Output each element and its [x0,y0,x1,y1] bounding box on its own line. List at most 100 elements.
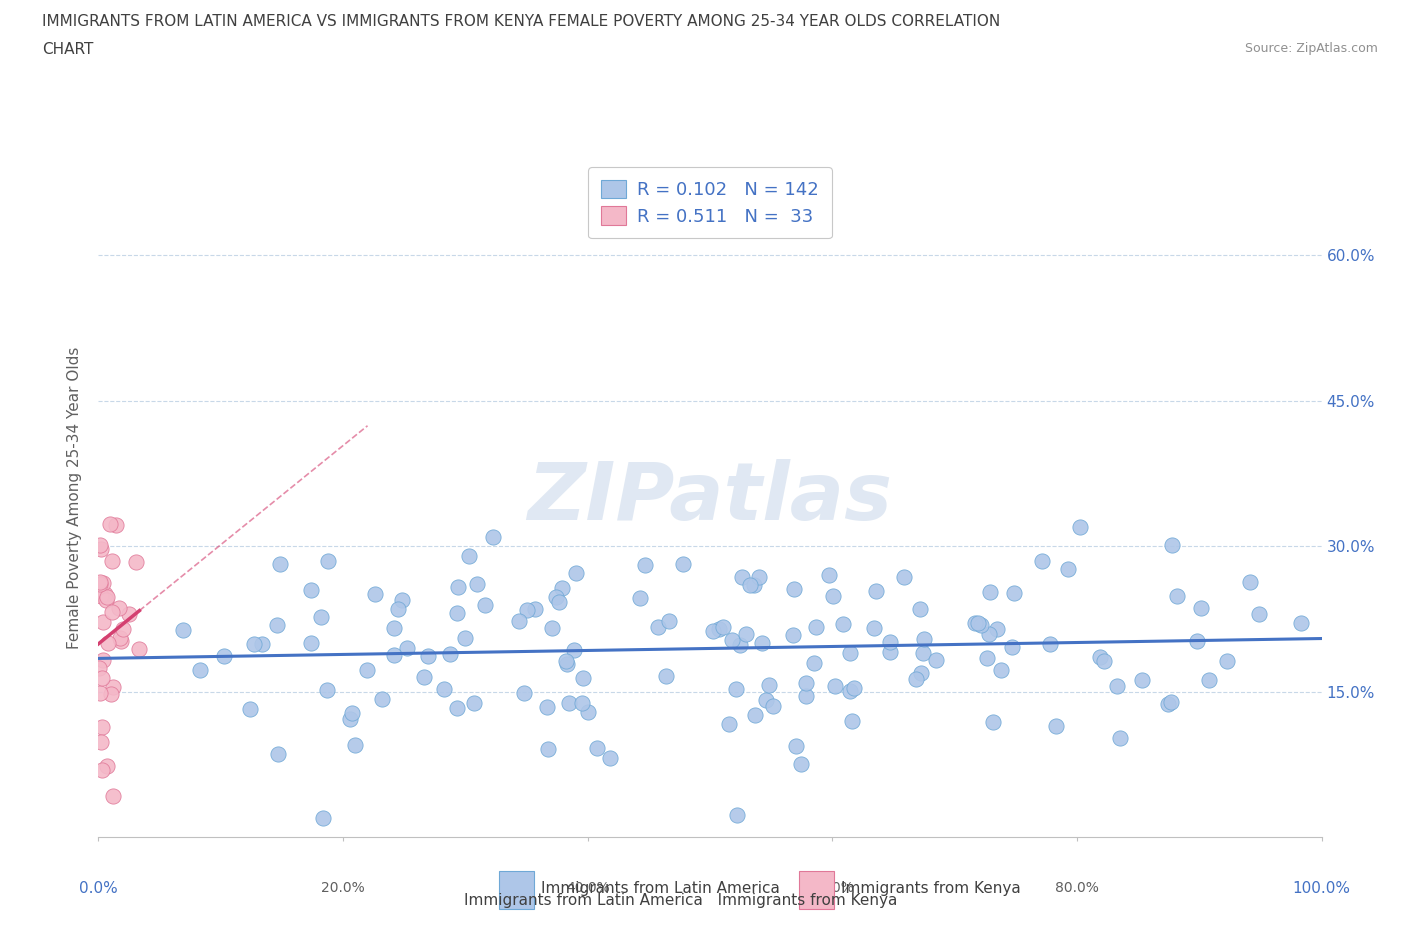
Point [98,517,121,532]
Point [1002,585,1025,600]
Point [250,637,273,652]
Point [481,530,503,545]
Point [188,662,211,677]
Point [571,695,593,710]
Point [672,556,695,571]
Point [382,648,405,663]
Text: CHART: CHART [42,42,94,57]
Point [508,614,530,629]
Point [744,708,766,723]
Point [702,624,724,639]
Point [738,578,761,592]
Point [416,648,439,663]
Point [439,647,461,662]
Point [91,671,114,685]
Point [831,617,853,631]
Point [446,605,468,620]
Point [387,602,409,617]
Point [118,606,141,621]
Point [242,637,264,652]
Point [865,584,887,599]
Point [576,704,599,719]
Text: 0.0%: 0.0% [79,881,118,897]
Point [465,577,488,591]
Text: 80.0%: 80.0% [1054,881,1099,896]
Text: 40.0%: 40.0% [565,881,610,896]
Point [1045,719,1067,734]
Point [90,763,112,777]
Point [1107,679,1129,694]
Point [433,682,456,697]
Point [979,585,1001,600]
Point [391,593,413,608]
Point [269,556,291,571]
Point [108,601,131,616]
Point [128,641,150,656]
Point [893,569,915,584]
Point [794,689,817,704]
Point [523,602,546,617]
Point [1216,654,1239,669]
Point [967,616,990,631]
Point [1189,601,1212,616]
Point [447,579,470,594]
Point [751,636,773,651]
Point [1031,554,1053,569]
Point [1069,520,1091,535]
Point [309,610,332,625]
Point [474,597,496,612]
Point [599,751,621,765]
Point [91,576,114,591]
Point [562,643,585,658]
Point [1056,562,1078,577]
Point [910,601,932,616]
Point [720,632,742,647]
Point [990,662,1012,677]
Point [89,538,111,552]
Point [371,691,394,706]
Text: IMMIGRANTS FROM LATIN AMERICA VS IMMIGRANTS FROM KENYA FEMALE POVERTY AMONG 25-3: IMMIGRANTS FROM LATIN AMERICA VS IMMIGRA… [42,14,1001,29]
Point [628,591,651,605]
Point [842,681,865,696]
Point [789,757,811,772]
Point [103,789,125,804]
Point [1156,697,1178,711]
Point [803,656,825,671]
Point [912,631,935,646]
Point [87,660,110,675]
Point [299,635,322,650]
Point [112,622,135,637]
Point [647,619,669,634]
Point [537,742,560,757]
Point [382,620,405,635]
Point [100,687,122,702]
Point [976,651,998,666]
Point [977,627,1000,642]
Point [785,738,807,753]
Point [713,620,735,635]
Text: 60.0%: 60.0% [810,881,855,896]
Point [108,631,131,645]
Point [101,604,124,619]
Point [266,747,288,762]
Point [316,553,339,568]
Point [879,635,901,650]
Point [91,653,114,668]
Text: Immigrants from Latin America: Immigrants from Latin America [464,893,703,908]
Point [1249,606,1271,621]
Point [93,587,115,602]
Point [911,646,934,661]
Point [748,570,770,585]
Point [454,631,477,645]
Y-axis label: Female Poverty Among 25-34 Year Olds: Female Poverty Among 25-34 Year Olds [67,346,83,649]
Point [1198,673,1220,688]
Point [841,713,863,728]
Point [557,696,579,711]
Point [965,616,987,631]
Point [823,589,845,604]
Legend: R = 0.102   N = 142, R = 0.511   N =  33: R = 0.102 N = 142, R = 0.511 N = 33 [589,167,831,238]
Point [839,645,862,660]
Text: Immigrants from Kenya: Immigrants from Kenya [841,881,1021,896]
Point [89,575,111,590]
Point [782,628,804,643]
